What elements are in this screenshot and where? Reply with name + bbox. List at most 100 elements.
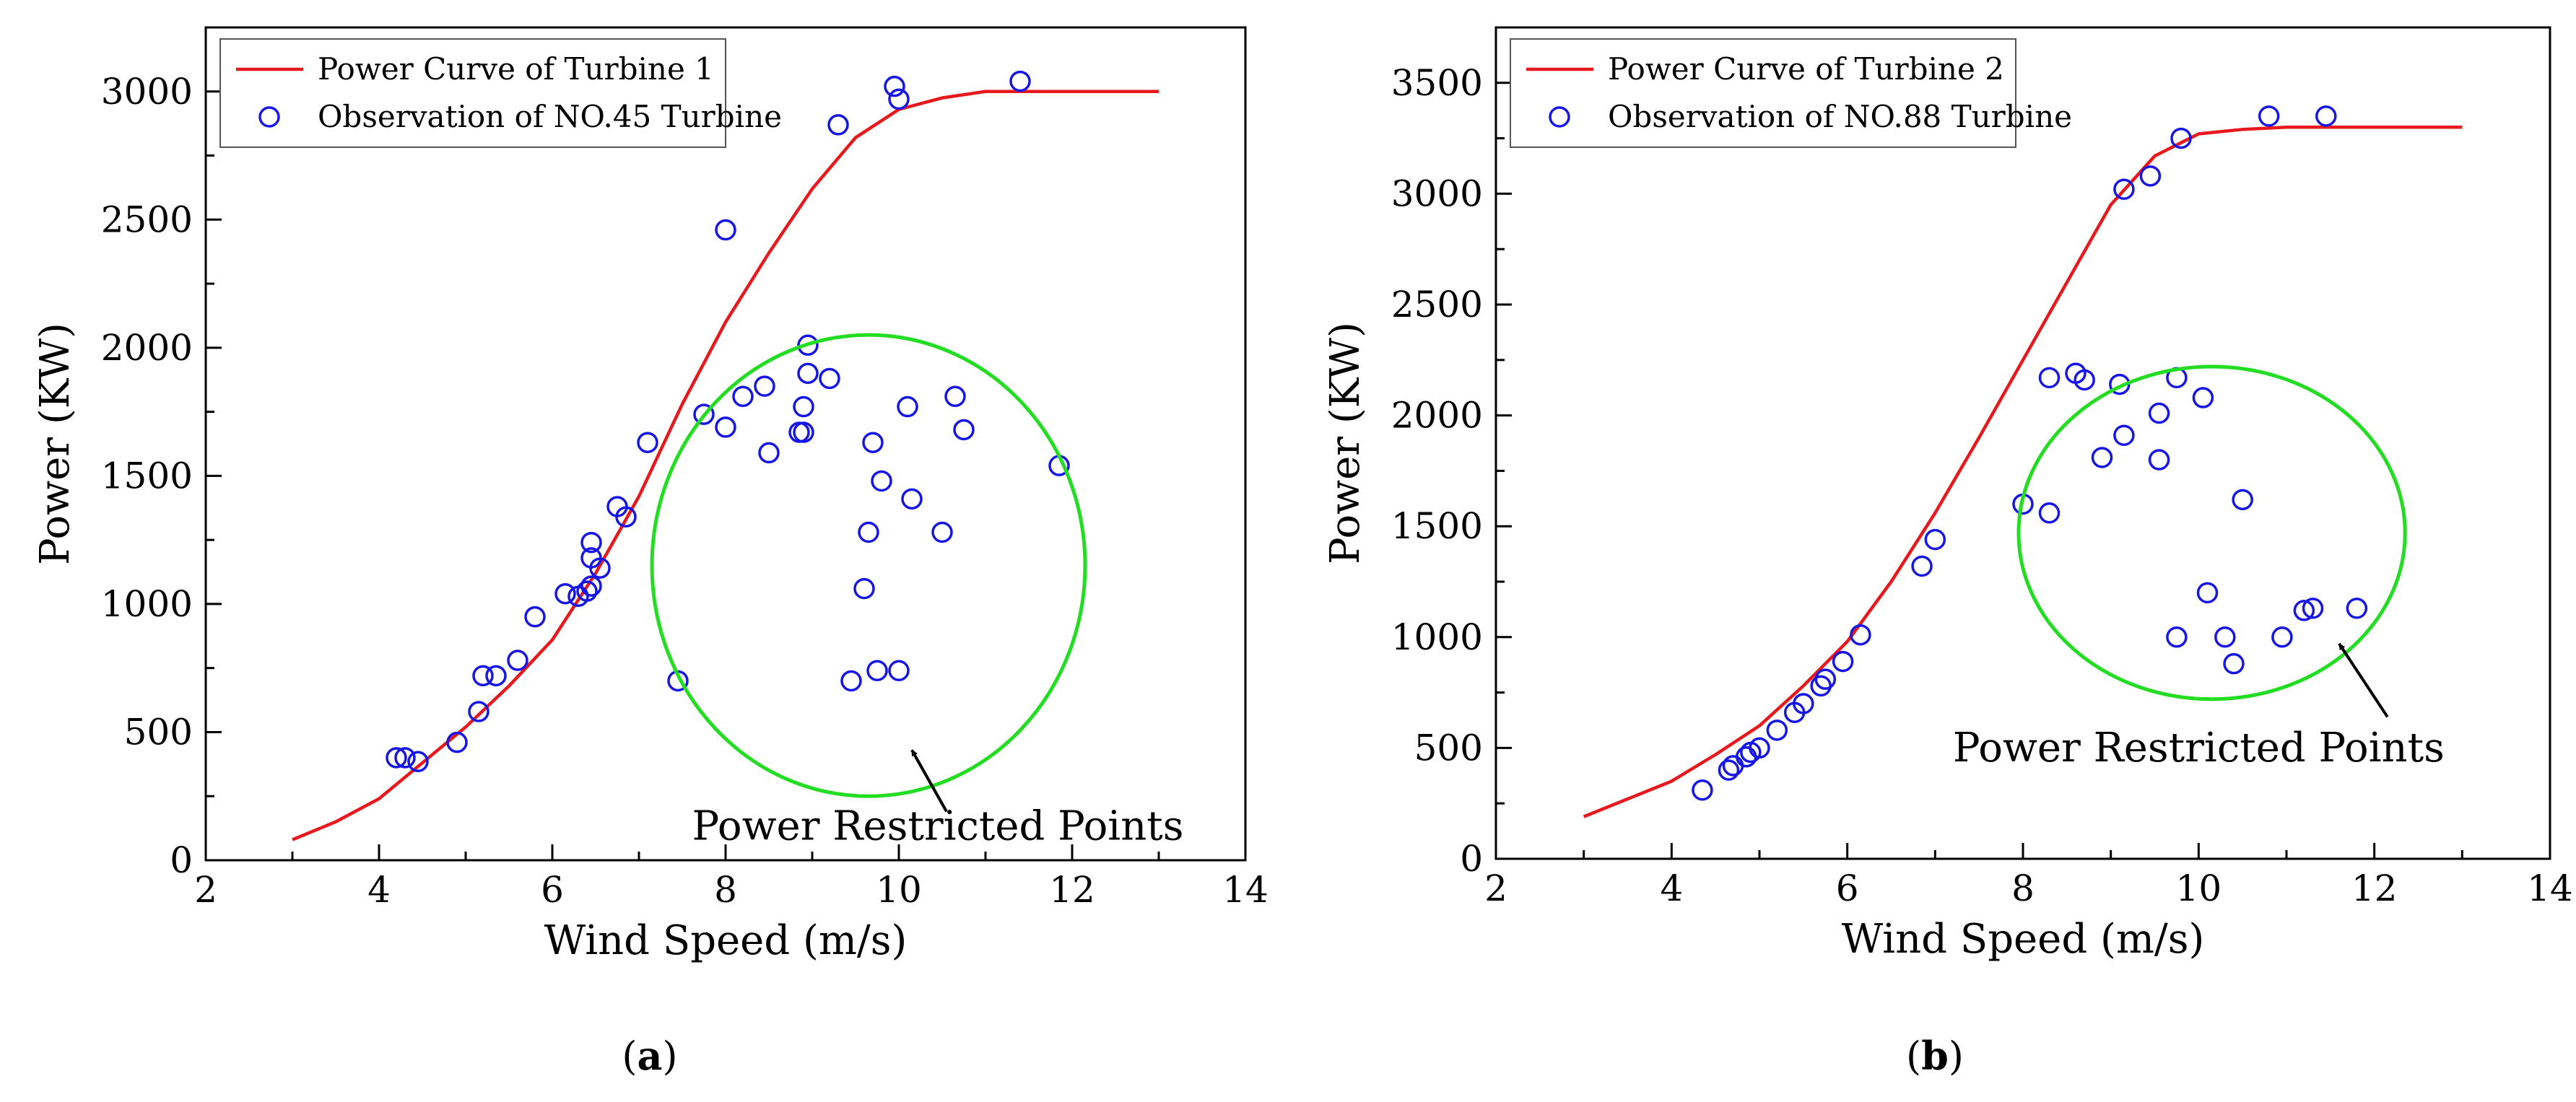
observation-point [871, 470, 892, 492]
observation-point [754, 375, 775, 397]
y-tick-label: 1500 [1391, 505, 1483, 547]
observation-point [715, 416, 736, 438]
observation-point [2038, 502, 2061, 524]
observation-point [580, 575, 602, 597]
x-tick-label: 12 [1049, 869, 1095, 911]
observation-point [2166, 626, 2188, 648]
observation-point [1722, 755, 1744, 777]
observation-point [589, 557, 611, 579]
observation-point [524, 605, 546, 628]
observation-point [758, 442, 780, 464]
x-tick-label: 10 [876, 869, 922, 911]
x-tick-label: 10 [2176, 867, 2222, 909]
observation-point [797, 334, 819, 357]
restricted-points-circle [650, 333, 1087, 798]
legend-marker-swatch [1549, 106, 1570, 128]
y-tick-label: 3000 [1391, 172, 1483, 214]
observation-point [1766, 720, 1788, 741]
observation-point [580, 531, 602, 554]
observation-point [446, 731, 468, 753]
observation-point [2302, 598, 2324, 619]
observation-point [386, 747, 407, 769]
observation-point [1009, 70, 1031, 92]
observation-point [615, 506, 637, 528]
observation-point [637, 432, 658, 453]
observation-point [888, 88, 910, 110]
observation-point [858, 521, 879, 543]
observation-point [485, 665, 507, 687]
x-tick-label: 6 [1836, 867, 1859, 909]
highlight-b [2016, 364, 2407, 701]
observation-point [2113, 178, 2135, 201]
x-tick-label: 8 [2011, 867, 2035, 909]
y-tick-label: 2500 [1391, 284, 1483, 325]
y-tick-label: 1000 [1391, 616, 1483, 658]
observation-point [840, 670, 862, 692]
observation-point [2315, 105, 2337, 127]
observation-point [1718, 759, 1740, 781]
y-tick-label: 1500 [101, 455, 193, 497]
observation-point [827, 114, 849, 136]
y-tick-label: 0 [1460, 838, 1483, 880]
observation-point [2196, 582, 2219, 604]
observation-point [1832, 650, 1854, 673]
observation-point [394, 747, 416, 769]
x-tick-label: 14 [1222, 869, 1269, 911]
observation-point [2214, 626, 2236, 648]
power-curve-line [1583, 125, 2463, 818]
observation-point [901, 488, 923, 510]
legend-curve-label: Power Curve of Turbine 2 [1608, 51, 2004, 87]
observation-point [2113, 424, 2135, 446]
highlight-a [650, 333, 1087, 798]
observation-point [2271, 626, 2293, 648]
annotation-arrow [910, 749, 948, 813]
observation-point [2139, 165, 2162, 187]
chart-panel-a: 2 4 6 8 10 12 14 0 500 1000 1500 2000 2500 3000 Power… [32, 26, 1269, 1079]
observation-point [897, 395, 918, 418]
y-tick-label: 0 [170, 839, 193, 881]
x-tick-label: 4 [1660, 867, 1683, 909]
observation-point [888, 660, 910, 681]
observation-point [468, 701, 489, 722]
observation-point [507, 650, 528, 671]
observation-point [2223, 652, 2245, 675]
y-axis-title: Power (KW) [32, 323, 79, 565]
x-tick-label: 4 [367, 869, 391, 911]
observation-point [944, 385, 966, 408]
observation-point [853, 577, 875, 600]
panel-caption-letter: a [638, 1033, 663, 1079]
y-tick-label: 3000 [101, 71, 193, 113]
observation-point [576, 580, 598, 602]
legend-b: Power Curve of Turbine 2 Observation of … [1510, 38, 2072, 148]
x-tick-label: 8 [714, 869, 737, 911]
observation-point [2192, 387, 2214, 408]
observation-point [866, 660, 888, 681]
observations-a [386, 70, 1070, 773]
observation-point [793, 395, 814, 418]
x-tick-label: 2 [1484, 867, 1507, 909]
legend-points-label: Observation of NO.45 Turbine [318, 99, 782, 134]
observation-point [797, 362, 819, 385]
panel-caption-letter: b [1921, 1033, 1949, 1079]
x-axis-title: Wind Speed (m/s) [1842, 916, 2205, 963]
observation-point [884, 75, 905, 97]
plot-frame [204, 26, 1247, 862]
observation-point [407, 751, 429, 773]
x-tick-label: 12 [2351, 867, 2398, 909]
y-tick-label: 3500 [1391, 62, 1483, 104]
observation-point [2232, 489, 2253, 511]
observation-point [931, 521, 953, 543]
annotation-arrow [2338, 642, 2389, 718]
observations-b [1692, 105, 2368, 801]
observation-point [1810, 675, 1832, 697]
x-tick-label: 2 [194, 869, 217, 911]
observation-point [554, 582, 576, 605]
y-tick-label: 500 [1414, 727, 1483, 769]
observation-point [2148, 402, 2170, 424]
observation-point [1793, 693, 1814, 714]
observation-point [1692, 779, 1713, 801]
observation-point [693, 403, 715, 425]
observation-point [2091, 447, 2113, 468]
observation-point [1924, 528, 1946, 551]
